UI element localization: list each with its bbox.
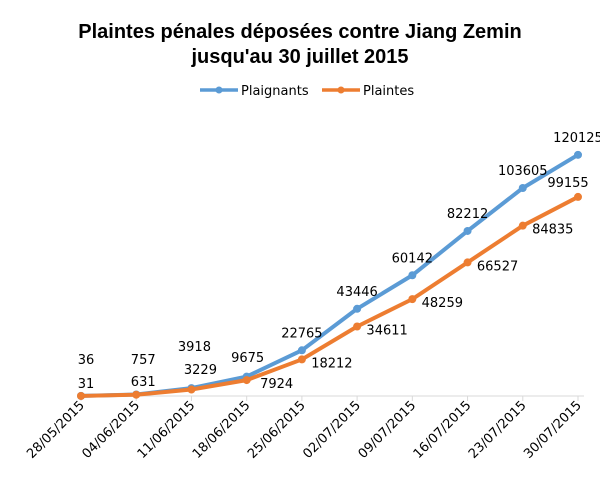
data-label-plaignants: 60142 — [392, 251, 433, 266]
data-point-plaintes — [187, 385, 196, 394]
data-labels: 36 31 757 631 3918 3229 9675 7924 22765 18212 4344… — [78, 131, 600, 392]
data-label-plaintes: 99155 — [547, 176, 588, 191]
data-point-plaintes — [77, 391, 85, 400]
x-axis-labels: 28/05/201504/06/201511/06/201518/06/2015… — [24, 398, 585, 462]
data-label-plaintes: 631 — [131, 375, 156, 390]
legend-marker-plaignants — [215, 86, 223, 94]
data-point-plaintes — [297, 355, 306, 364]
data-label-plaintes: 34611 — [366, 324, 407, 339]
data-label-plaintes: 84835 — [532, 223, 573, 238]
data-label-plaintes: 31 — [78, 377, 95, 392]
legend-label-plaignants: Plaignants — [241, 84, 309, 99]
legend: Plaignants Plaintes — [200, 84, 414, 99]
legend-item-plaintes: Plaintes — [322, 84, 414, 99]
chart-title-line2: jusqu'au 30 juillet 2015 — [190, 46, 408, 68]
data-label-plaignants: 36 — [78, 353, 95, 368]
data-label-plaignants: 757 — [131, 353, 156, 368]
data-label-plaintes: 18212 — [311, 356, 352, 371]
data-point-plaintes — [463, 258, 472, 267]
x-tick-label: 16/07/2015 — [411, 398, 475, 462]
legend-label-plaintes: Plaintes — [363, 84, 414, 99]
data-point-plaintes — [518, 221, 527, 230]
data-label-plaintes: 7924 — [260, 377, 293, 392]
data-point-plaignants — [353, 304, 362, 313]
data-point-plaintes — [408, 295, 417, 304]
data-point-plaintes — [574, 192, 582, 201]
data-label-plaignants: 82212 — [447, 207, 488, 222]
data-point-plaintes — [132, 390, 141, 399]
data-label-plaintes: 48259 — [422, 296, 463, 311]
data-label-plaignants: 9675 — [231, 351, 264, 366]
legend-marker-plaintes — [337, 86, 345, 94]
data-label-plaignants: 43446 — [336, 285, 377, 300]
data-point-plaintes — [242, 376, 251, 385]
data-point-plaignants — [408, 271, 417, 280]
x-tick-label: 23/07/2015 — [466, 398, 530, 462]
x-tick-label: 28/05/2015 — [24, 398, 88, 462]
data-point-plaintes — [353, 322, 362, 331]
data-label-plaignants: 22765 — [281, 326, 322, 341]
series-line-plaintes — [80, 195, 579, 398]
data-point-plaignants — [463, 226, 472, 235]
x-tick-label: 25/06/2015 — [245, 398, 309, 462]
x-tick-label: 04/06/2015 — [79, 398, 143, 462]
data-point-plaignants — [574, 150, 582, 159]
data-label-plaignants: 120125 — [553, 131, 600, 146]
series-layer — [77, 150, 582, 400]
x-tick-label: 18/06/2015 — [190, 398, 254, 462]
x-tick-label: 30/07/2015 — [521, 398, 585, 462]
x-axis-ticks — [80, 396, 579, 401]
data-point-plaignants — [297, 346, 306, 355]
data-label-plaignants: 3918 — [178, 340, 211, 355]
legend-item-plaignants: Plaignants — [200, 84, 309, 99]
data-point-plaignants — [518, 183, 527, 192]
data-label-plaintes: 66527 — [477, 259, 518, 274]
x-tick-label: 11/06/2015 — [135, 398, 199, 462]
chart-title-line1: Plaintes pénales déposées contre Jiang Z… — [78, 21, 522, 43]
x-tick-label: 02/07/2015 — [300, 398, 364, 462]
x-tick-label: 09/07/2015 — [356, 398, 420, 462]
data-label-plaignants: 103605 — [498, 164, 548, 179]
data-label-plaintes: 3229 — [184, 363, 217, 378]
